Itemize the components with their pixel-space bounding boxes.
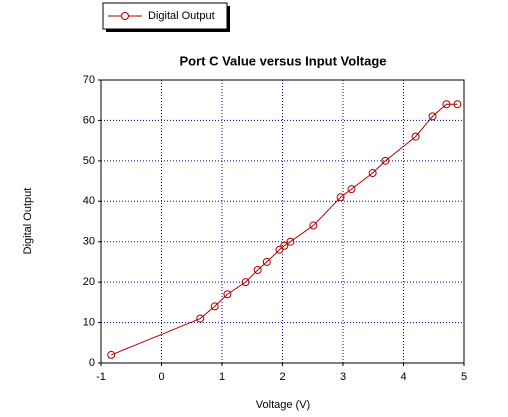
data-point <box>453 100 462 109</box>
y-tick-label: 0 <box>89 357 95 369</box>
data-point <box>280 241 289 250</box>
x-tick-label: -1 <box>96 371 106 383</box>
data-point <box>241 278 250 287</box>
x-tick-label: 3 <box>340 371 346 383</box>
data-point <box>107 350 116 359</box>
data-point <box>336 193 345 202</box>
y-tick-label: 60 <box>83 114 95 126</box>
legend-marker <box>121 12 129 20</box>
x-tick-label: 2 <box>279 371 285 383</box>
data-point <box>381 156 390 165</box>
data-point <box>309 221 318 230</box>
x-tick-label: 5 <box>461 371 467 383</box>
data-point <box>411 132 420 141</box>
data-point <box>196 314 205 323</box>
y-tick-label: 20 <box>83 276 95 288</box>
y-tick-label: 40 <box>83 195 95 207</box>
y-tick-label: 70 <box>83 74 95 86</box>
x-axis-label: Voltage (V) <box>256 399 310 411</box>
legend-label: Digital Output <box>148 10 215 22</box>
data-point <box>286 237 295 246</box>
data-line <box>111 103 458 356</box>
y-tick-label: 30 <box>83 236 95 248</box>
x-tick-label: 0 <box>158 371 164 383</box>
y-tick-label: 50 <box>83 155 95 167</box>
data-point <box>442 100 451 109</box>
data-point <box>428 112 437 121</box>
y-axis-label: Digital Output <box>22 188 34 255</box>
plot-frame <box>100 79 465 364</box>
y-tick-label: 10 <box>83 316 95 328</box>
x-tick-label: 4 <box>400 371 406 383</box>
data-point <box>223 290 232 299</box>
data-point <box>347 185 356 194</box>
data-point <box>368 168 377 177</box>
chart-title: Port C Value versus Input Voltage <box>179 53 386 68</box>
data-point <box>210 302 219 311</box>
x-tick-label: 1 <box>219 371 225 383</box>
data-point <box>262 257 271 266</box>
data-point <box>253 266 262 275</box>
data-point <box>275 245 284 254</box>
